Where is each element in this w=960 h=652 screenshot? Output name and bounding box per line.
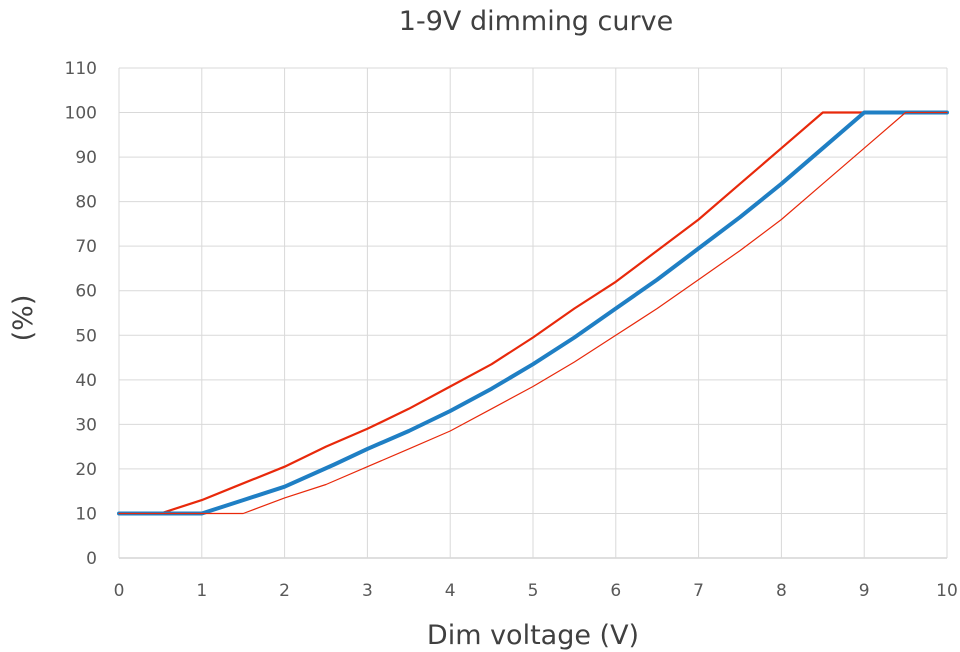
chart-title: 1-9V dimming curve <box>0 6 960 37</box>
y-tick-label: 100 <box>65 104 97 124</box>
y-tick-label: 50 <box>75 326 97 346</box>
x-tick-label: 0 <box>114 581 125 601</box>
y-tick-label: 30 <box>75 415 97 435</box>
x-tick-label: 8 <box>776 581 787 601</box>
y-tick-label: 60 <box>75 282 97 302</box>
y-tick-label: 70 <box>75 237 97 257</box>
y-axis-title: (%) <box>8 295 39 342</box>
x-tick-label: 3 <box>362 581 373 601</box>
x-tick-label: 4 <box>445 581 456 601</box>
y-tick-label: 20 <box>75 460 97 480</box>
x-tick-label: 2 <box>279 581 290 601</box>
x-tick-label: 7 <box>693 581 704 601</box>
y-tick-label: 90 <box>75 148 97 168</box>
tick-layer: 0 10 20 30 40 50 60 70 80 90 100 110 0 1 2 3 4 5 6 7 8 9 10 <box>65 59 958 601</box>
x-axis-title: Dim voltage (V) <box>427 620 639 651</box>
x-tick-label: 1 <box>196 581 207 601</box>
y-tick-label: 40 <box>75 371 97 391</box>
y-tick-label: 10 <box>75 504 97 524</box>
y-tick-label: 0 <box>86 549 97 569</box>
y-tick-label: 80 <box>75 193 97 213</box>
x-tick-label: 6 <box>610 581 621 601</box>
y-tick-label: 110 <box>65 59 97 79</box>
x-tick-label: 9 <box>859 581 870 601</box>
x-tick-label: 10 <box>936 581 958 601</box>
x-tick-label: 5 <box>528 581 539 601</box>
